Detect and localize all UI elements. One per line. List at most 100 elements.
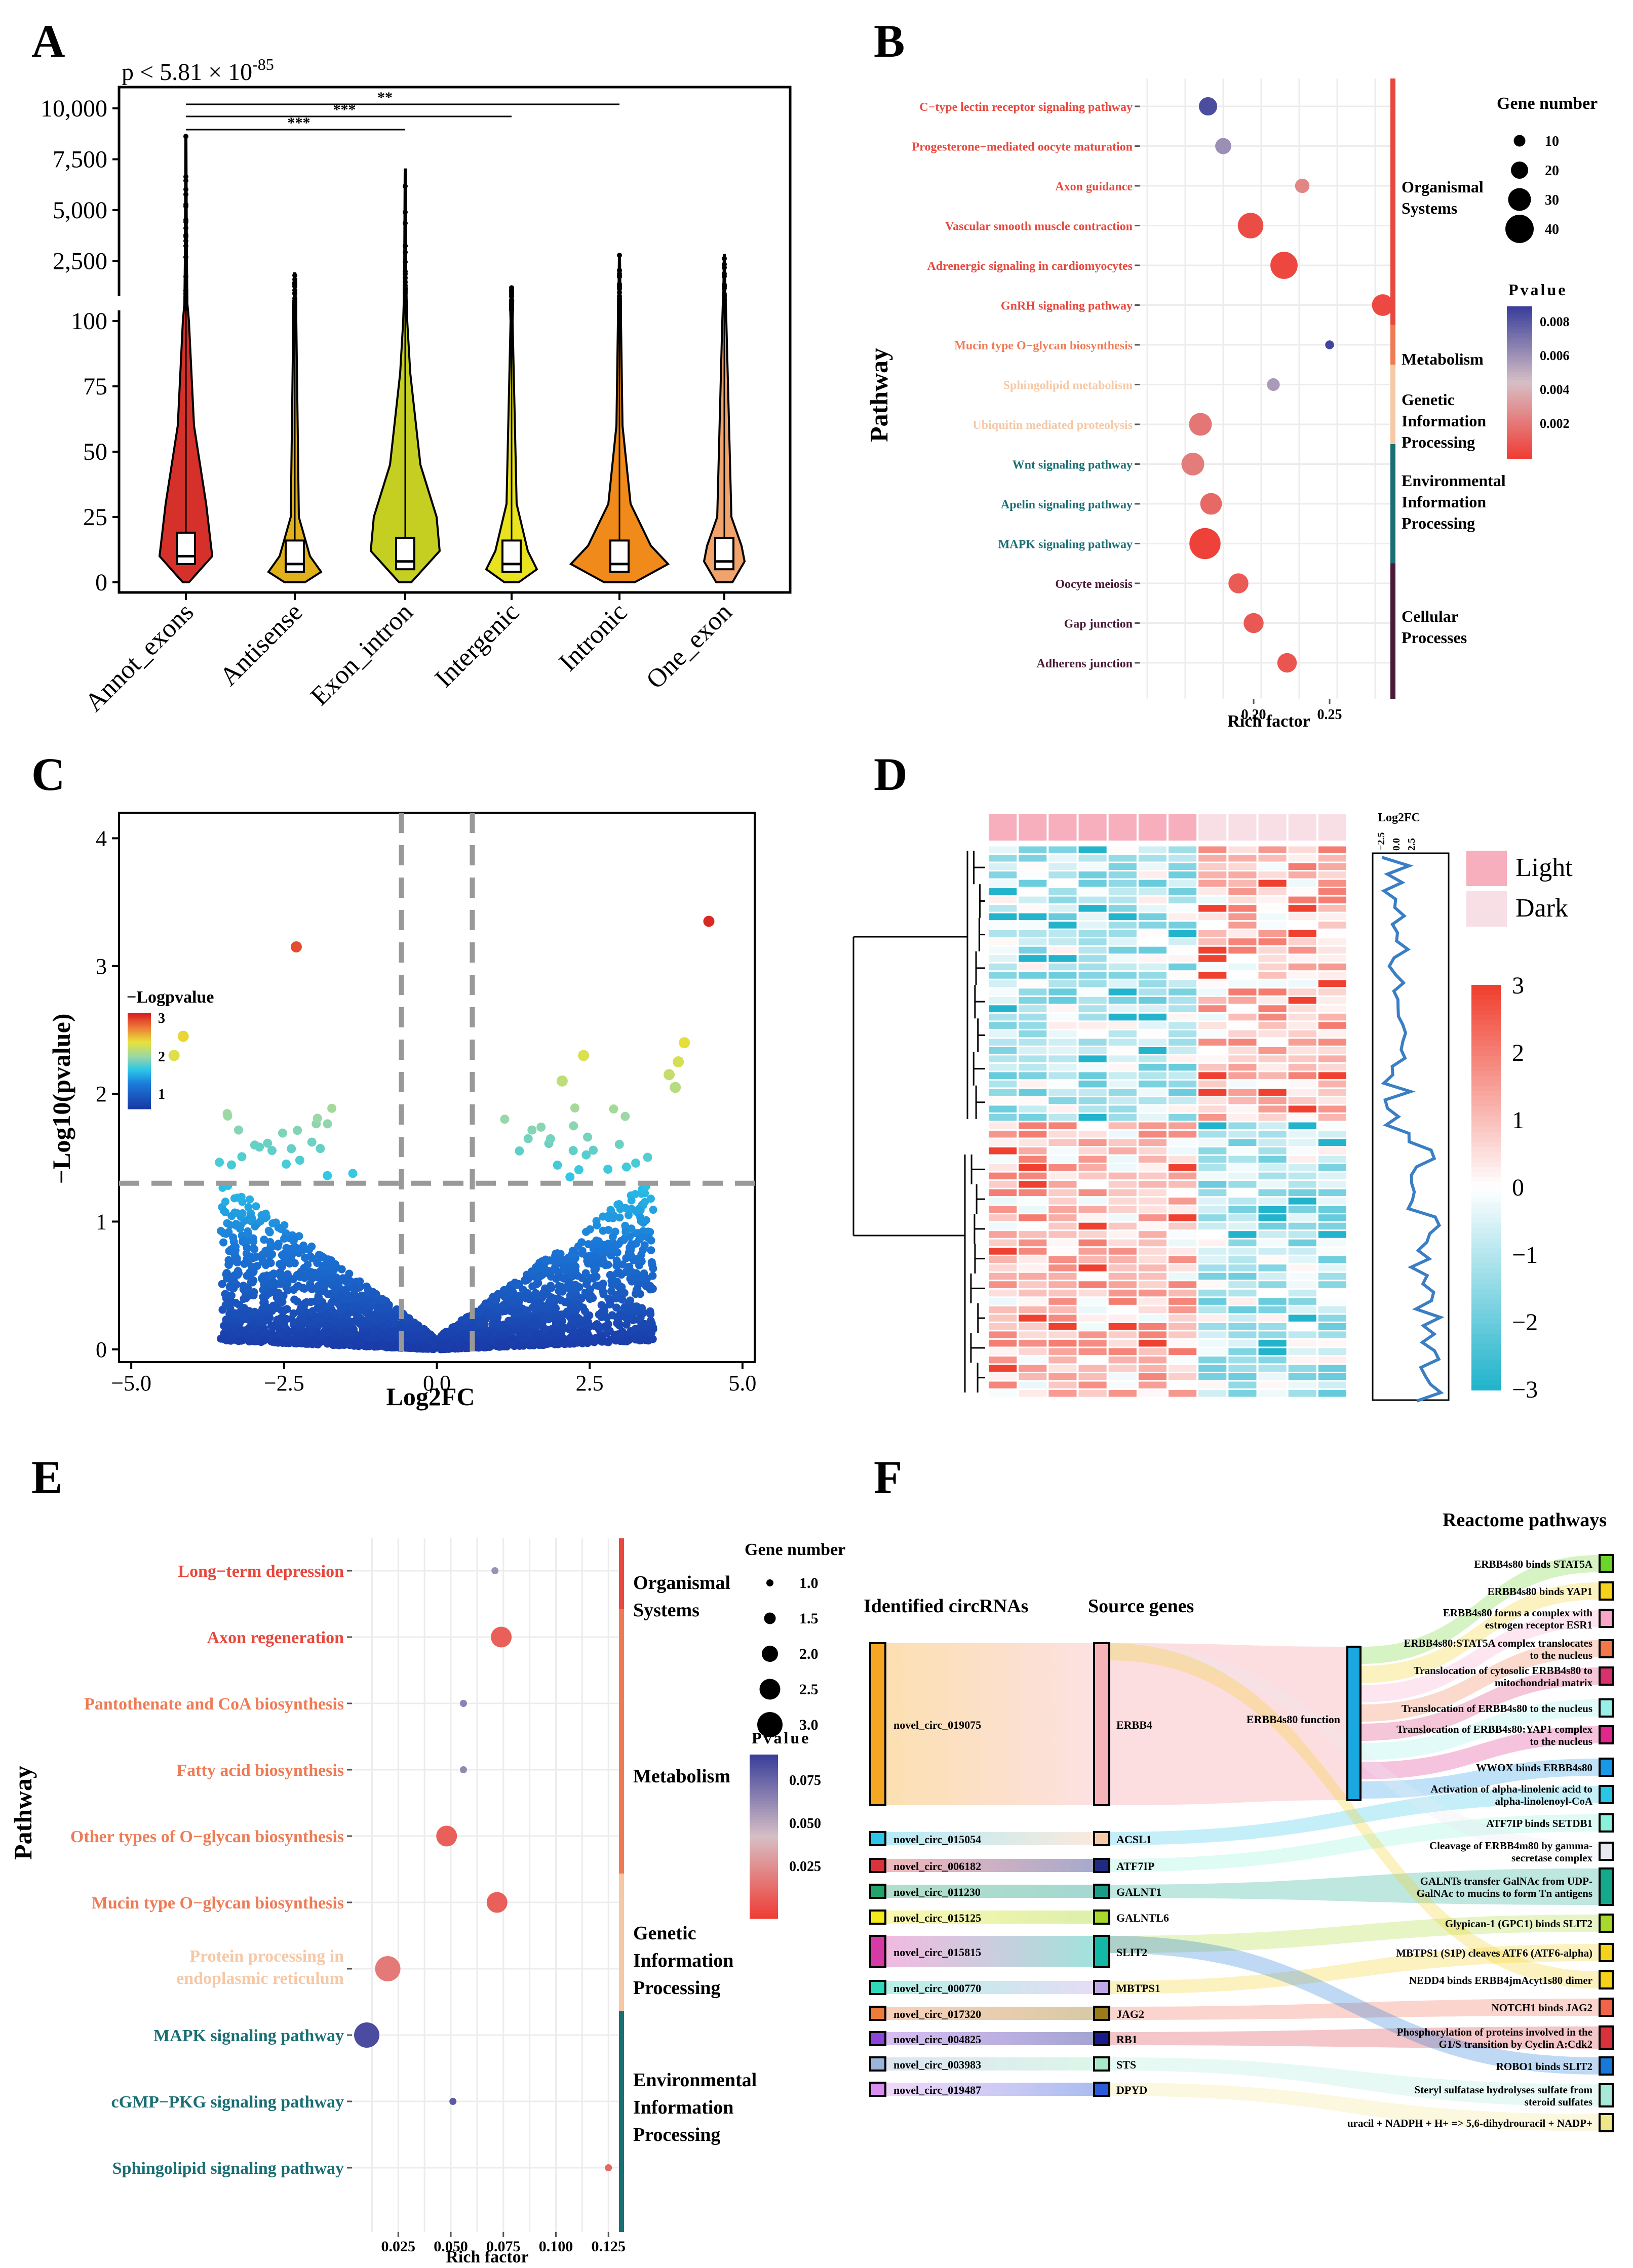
x-tick-label: 5.0 <box>728 1371 756 1396</box>
heatmap-cell <box>1138 1164 1167 1171</box>
heatmap-cell <box>1228 1097 1257 1104</box>
heatmap-cell <box>989 1239 1017 1247</box>
gene-point <box>520 1335 529 1344</box>
heatmap-cell <box>989 1055 1017 1062</box>
gene-point <box>221 1335 229 1343</box>
gene-point <box>625 1312 634 1321</box>
gene-point <box>252 1333 261 1342</box>
heatmap-cell <box>1108 913 1137 921</box>
heatmap-cell <box>1169 955 1197 962</box>
heatmap-cell <box>1078 905 1107 912</box>
gene-point <box>484 1310 493 1319</box>
heatmap-cell <box>1318 955 1346 962</box>
heatmap-cell <box>1138 888 1167 895</box>
heatmap-cell <box>1048 1156 1077 1163</box>
heatmap-cell <box>1258 972 1287 979</box>
heatmap-cell <box>1078 1231 1107 1238</box>
color-legend-band <box>1507 357 1532 360</box>
sankey-panel: Identified circRNAs Source genes Reactom… <box>864 1509 1614 2132</box>
heatmap-cell <box>1078 846 1107 854</box>
heatmap-cell <box>1019 888 1047 895</box>
heatmap-cell <box>1169 1231 1197 1238</box>
legend-color-band <box>128 1028 151 1030</box>
pathway-node <box>1599 2083 1614 2107</box>
heatmap-cell <box>1048 888 1077 895</box>
gene-point <box>622 1320 631 1329</box>
plot-area: C−type lectin receptor signaling pathway… <box>912 78 1506 723</box>
gene-point <box>523 1306 531 1315</box>
row-dendrogram <box>852 851 985 1392</box>
color-scale-band <box>1471 1117 1501 1122</box>
circ-to-gene-flow <box>885 1981 1094 1994</box>
pathway-point <box>1181 453 1204 475</box>
heatmap-cell <box>1078 1206 1107 1213</box>
column-title-reactome: Reactome pathways <box>1443 1509 1607 1531</box>
gene-point <box>515 1341 524 1350</box>
pathway-point <box>354 2022 380 2048</box>
x-tick-label: 0.25 <box>1317 707 1342 723</box>
heatmap-cell <box>1198 1164 1227 1171</box>
gene-point <box>219 1229 228 1238</box>
pathway-point <box>1189 413 1212 436</box>
gene-point <box>313 1340 322 1348</box>
heatmap-cell <box>1318 1222 1346 1230</box>
heatmap-cell <box>1228 1389 1257 1397</box>
heatmap-cell <box>1078 1356 1107 1364</box>
gene-to-function-flow <box>1109 1643 1347 1805</box>
heatmap-cell <box>1198 1272 1227 1280</box>
panel-label-f: F <box>874 1451 902 1503</box>
gene-point <box>557 1273 565 1282</box>
gene-label: ACSL1 <box>1116 1833 1152 1846</box>
box-Antisense <box>285 539 305 573</box>
heatmap-cell <box>1318 888 1346 895</box>
circ-to-gene-flow <box>885 1911 1094 1924</box>
color-scale-band <box>1471 1380 1501 1385</box>
heatmap-cell <box>1169 972 1197 979</box>
heatmap-cell <box>1138 997 1167 1004</box>
legend-color-band <box>128 1059 151 1061</box>
gene-point <box>233 1193 242 1202</box>
gene-point <box>225 1315 234 1324</box>
heatmap-cell <box>1108 1055 1137 1062</box>
heatmap-cell <box>1078 1080 1107 1088</box>
heatmap-cell <box>1108 1214 1137 1221</box>
gene-point <box>283 1280 292 1288</box>
gene-point <box>569 1317 578 1326</box>
heatmap-cell <box>1318 880 1346 887</box>
heatmap-cell <box>1169 946 1197 954</box>
significant-point <box>348 1169 358 1178</box>
gene-point <box>323 1328 332 1336</box>
heatmap-cell <box>1048 1298 1077 1305</box>
heatmap-cell <box>1108 972 1137 979</box>
pathway-label: Phosphorylation of proteins involved in … <box>1397 2026 1592 2050</box>
heatmap-cell <box>1108 955 1137 962</box>
heatmap-cell <box>1288 1089 1316 1096</box>
group-annotation-cell <box>1258 814 1287 841</box>
heatmap-cell <box>1019 1214 1047 1221</box>
gene-point <box>501 1342 510 1350</box>
heatmap-cell <box>1078 1365 1107 1372</box>
heatmap-cell <box>1019 1181 1047 1188</box>
heatmap-cell <box>1108 1139 1137 1146</box>
heatmap-cell <box>1318 1231 1346 1238</box>
heatmap-cell <box>1078 938 1107 945</box>
gene-point <box>474 1329 482 1337</box>
pathway-node <box>1599 2025 1614 2050</box>
heatmap-cell <box>1258 963 1287 971</box>
heatmap-cell <box>1078 988 1107 996</box>
heatmap-cell <box>1138 946 1167 954</box>
heatmap-cell <box>1198 1147 1227 1155</box>
gene-point <box>558 1339 566 1347</box>
x-tick-label: 0.075 <box>486 2238 521 2255</box>
y-tick-label: 0 <box>96 1337 107 1362</box>
heatmap-cell <box>1258 1339 1287 1347</box>
gene-point <box>604 1338 613 1346</box>
gene-label: MBTPS1 <box>1116 1982 1160 1995</box>
heatmap-cell <box>1138 1365 1167 1372</box>
category-strip <box>619 1609 624 1874</box>
heatmap-cell <box>989 905 1017 912</box>
heatmap-cell <box>1169 1264 1197 1271</box>
heatmap-cell <box>1288 980 1316 987</box>
heatmap-cell <box>1048 1272 1077 1280</box>
